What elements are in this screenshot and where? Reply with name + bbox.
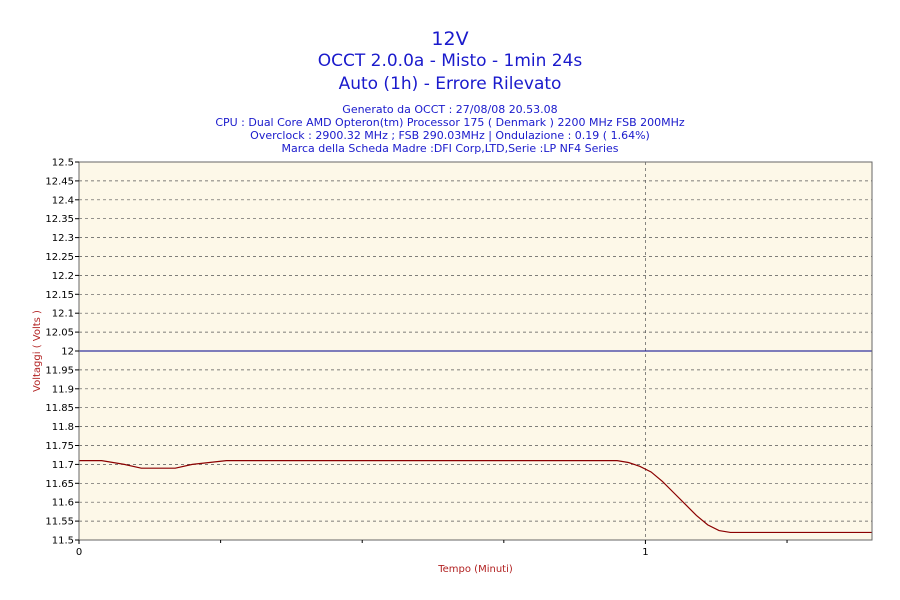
info-cpu: CPU : Dual Core AMD Opteron(tm) Processo… (215, 116, 685, 129)
chart-title: 12V (431, 28, 469, 50)
y-axis-ticks: 11.5 11.55 11.6 11.65 11.7 11.75 11.8 11.85 11.9… (45, 158, 79, 547)
y-tick-label: 12.45 (45, 176, 74, 187)
y-tick-label: 12.25 (45, 252, 74, 263)
y-tick-label: 11.5 (52, 536, 74, 547)
y-tick-label: 11.65 (45, 479, 74, 490)
y-tick-label: 12.15 (45, 290, 74, 301)
y-tick-label: 11.8 (52, 422, 74, 433)
chart-subtitle-1: OCCT 2.0.0a - Misto - 1min 24s (317, 51, 583, 71)
y-tick-label: 12.1 (52, 309, 74, 320)
chart-subtitle-2: Auto (1h) - Errore Rilevato (338, 74, 562, 94)
x-tick-label: 1 (642, 547, 648, 558)
y-tick-label: 12.5 (52, 158, 74, 169)
info-motherboard: Marca della Scheda Madre :DFI Corp,LTD,S… (281, 142, 619, 155)
y-tick-label: 12.05 (45, 328, 74, 339)
y-tick-label: 11.55 (45, 517, 74, 528)
y-tick-label: 11.9 (52, 384, 74, 395)
y-tick-label: 12.2 (52, 271, 74, 282)
x-tick-label: 0 (76, 547, 82, 558)
series-layer (79, 460, 872, 534)
y-tick-label: 12.4 (52, 195, 74, 206)
y-tick-label: 11.95 (45, 365, 74, 376)
y-tick-label: 12.35 (45, 214, 74, 225)
y-tick-label: 11.85 (45, 403, 74, 414)
y-tick-label: 11.6 (52, 498, 74, 509)
y-tick-label: 11.75 (45, 441, 74, 452)
y-tick-label: 12 (61, 347, 74, 358)
info-overclock: Overclock : 2900.32 MHz ; FSB 290.03MHz … (250, 129, 650, 142)
x-axis-title: Tempo (Minuti) (437, 564, 513, 575)
series-line-12v (79, 460, 872, 534)
info-generated: Generato da OCCT : 27/08/08 20.53.08 (342, 103, 558, 116)
y-axis-title: Voltaggi ( Volts ) (32, 310, 43, 392)
y-tick-label: 11.7 (52, 460, 74, 471)
y-tick-label: 12.3 (52, 233, 74, 244)
